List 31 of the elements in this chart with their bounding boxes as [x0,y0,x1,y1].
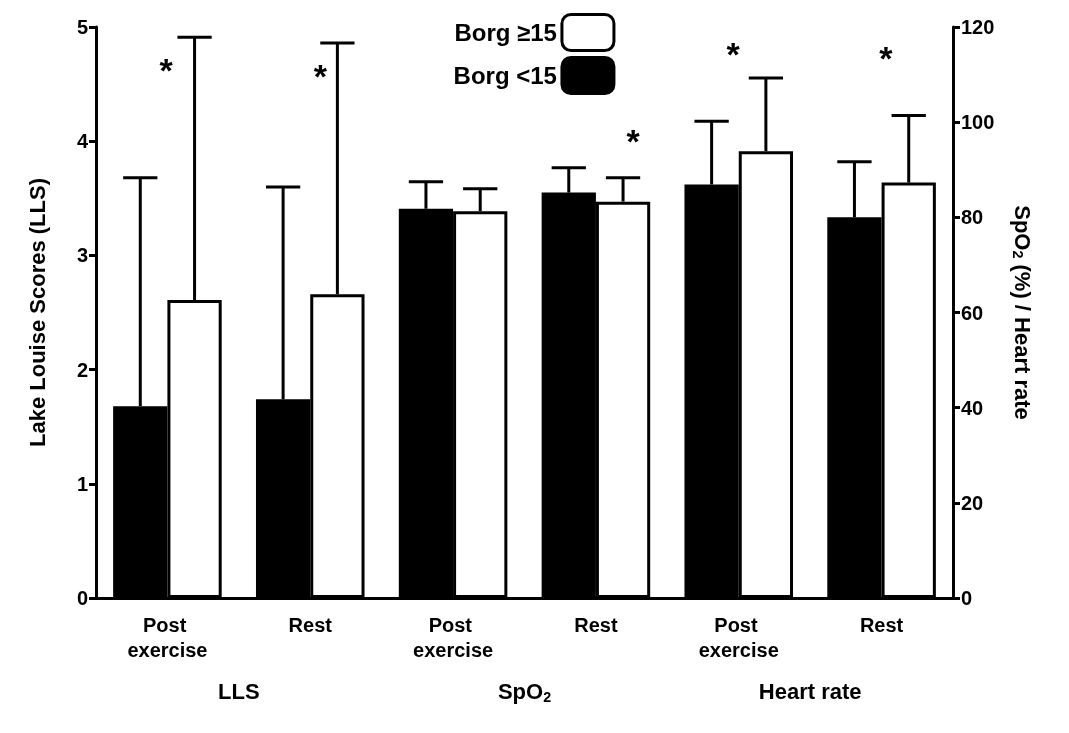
legend-label: Borg <15 [453,62,557,89]
annotation: * [726,34,741,73]
x-tick-label: Rest [288,613,333,636]
y2-axis-title: SpO2 (%) / Heart rate [1010,205,1036,420]
y2-tick-label: 0 [961,587,973,609]
y-tick-label: 5 [76,16,88,38]
annotation: * [626,122,641,161]
y-axis-title: Lake Louise Scores (LLS) [24,178,50,447]
annotation: * [879,38,894,77]
x-tick-label: Post exercise [413,613,494,661]
y-tick-label: 4 [76,130,89,153]
x-tick-label: Rest [574,613,618,636]
y-tick-label: 3 [76,244,88,267]
y2-tick-label: 80 [961,206,984,229]
legend-label: Borg ≥15 [454,19,557,46]
y-tick-label: 0 [76,587,88,609]
y2-tick-label: 40 [961,396,984,419]
y-tick-label: 1 [76,472,88,495]
x-tick-label: Post exercise [127,613,208,661]
y2-tick-label: 120 [961,16,995,38]
y2-tick-label: 20 [961,491,984,514]
y2-tick-label: 60 [961,301,984,324]
text: SpO2 [497,679,552,705]
x-tick-label: Rest [859,613,904,636]
x-tick-label: Post exercise [698,613,779,661]
annotation: * [159,50,174,89]
annotation: * [313,57,328,96]
text: LLS [218,678,260,704]
y-tick-label: 2 [76,358,88,381]
text: Heart rate [758,678,862,704]
y2-tick-label: 100 [961,111,995,134]
